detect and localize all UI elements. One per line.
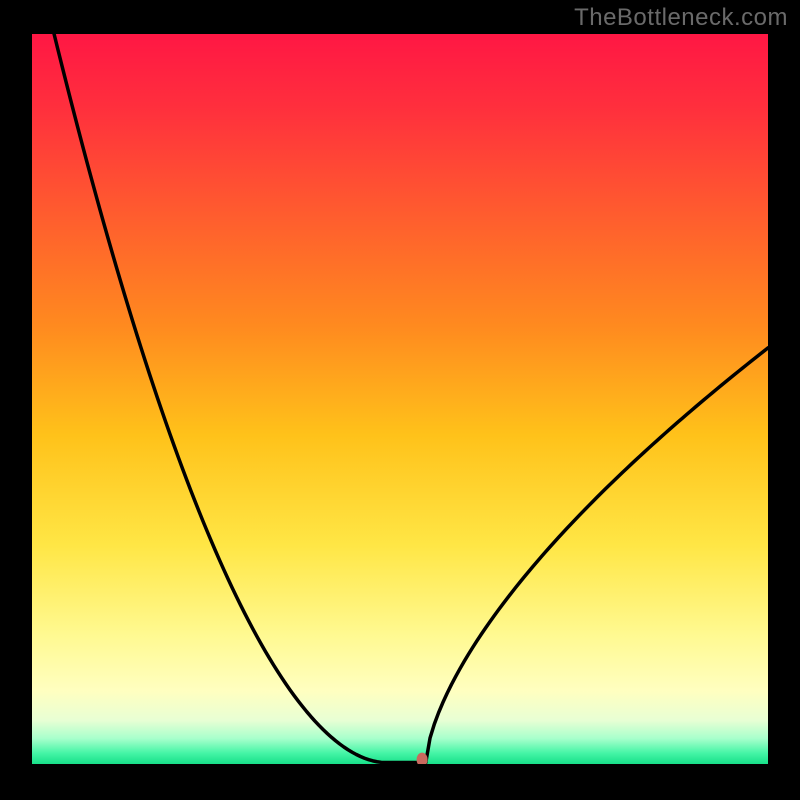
gradient-background: [32, 34, 768, 764]
chart-stage: TheBottleneck.com: [0, 0, 800, 800]
bottleneck-chart: [32, 34, 768, 764]
watermark-text: TheBottleneck.com: [574, 4, 788, 32]
